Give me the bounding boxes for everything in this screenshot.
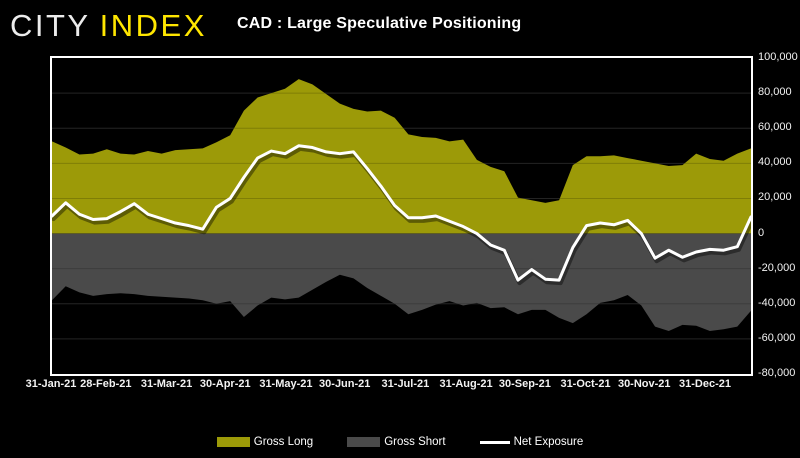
x-axis-label: 30-Jun-21 — [319, 378, 371, 390]
x-axis-label: 31-Jan-21 — [25, 378, 77, 390]
x-axis-label: 31-Dec-21 — [678, 378, 731, 390]
legend-label: Gross Short — [384, 436, 446, 448]
legend-line-swatch — [479, 440, 510, 444]
legend-label: Gross Long — [253, 436, 314, 448]
city-index-logo: CITY INDEX — [10, 8, 207, 44]
y-axis-label: 60,000 — [758, 121, 792, 134]
chart-canvas — [52, 79, 751, 340]
gross-long-area — [52, 79, 751, 234]
logo-index-text: INDEX — [99, 8, 207, 43]
y-axis-label: -40,000 — [758, 296, 796, 309]
x-axis-label: 30-Sep-21 — [498, 378, 551, 390]
chart-legend: Gross Long Gross Short Net Exposure — [0, 431, 800, 453]
plot-area — [50, 56, 753, 376]
x-axis-label: 30-Apr-21 — [199, 378, 251, 390]
x-axis-label: 28-Feb-21 — [80, 378, 132, 390]
x-axis-label: 31-May-21 — [259, 378, 313, 390]
gross-short-area — [52, 233, 751, 331]
legend-area-swatch — [347, 437, 381, 447]
x-axis-label: 31-Oct-21 — [560, 378, 611, 390]
legend-area-swatch — [216, 437, 250, 447]
y-axis-label: -80,000 — [758, 367, 796, 379]
legend-item-gross-long: Gross Long — [216, 436, 314, 448]
y-axis-label: 40,000 — [758, 156, 792, 169]
chart-title: CAD : Large Speculative Positioning — [237, 15, 522, 32]
x-axis-label: 31-Mar-21 — [140, 378, 193, 390]
net-exposure-line — [52, 144, 751, 282]
x-axis-label: 31-Jul-21 — [381, 378, 430, 390]
x-axis-label: 30-Nov-21 — [617, 378, 671, 390]
y-axis-label: 100,000 — [758, 51, 798, 63]
x-axis-label: 31-Aug-21 — [439, 378, 493, 390]
legend-label: Net Exposure — [513, 436, 584, 448]
y-axis-label: 80,000 — [758, 86, 792, 99]
legend-item-gross-short: Gross Short — [347, 436, 446, 448]
y-axis-label: -20,000 — [758, 261, 796, 274]
y-axis-label: 0 — [758, 226, 765, 239]
y-axis-label: -60,000 — [758, 331, 796, 344]
legend-item-net-exposure: Net Exposure — [479, 436, 584, 448]
y-axis-label: 20,000 — [758, 191, 792, 204]
logo-city-text: CITY — [10, 8, 91, 43]
